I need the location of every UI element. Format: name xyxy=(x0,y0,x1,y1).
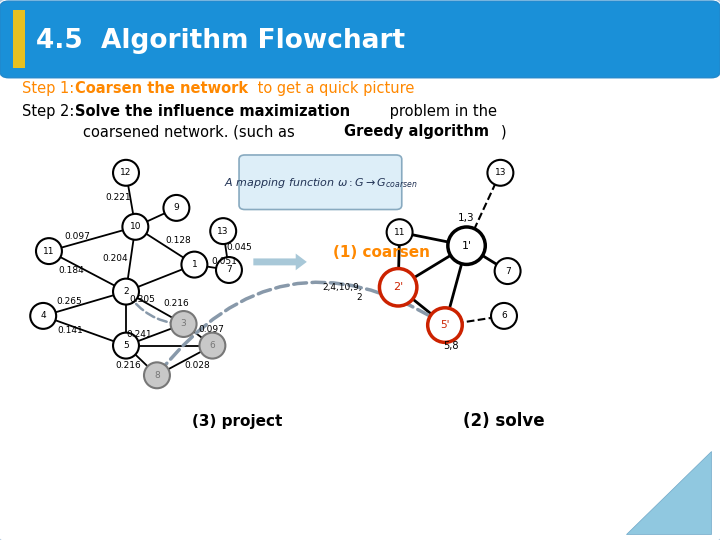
Ellipse shape xyxy=(210,218,236,244)
Ellipse shape xyxy=(113,160,139,186)
Ellipse shape xyxy=(171,311,197,337)
Ellipse shape xyxy=(199,333,225,359)
Ellipse shape xyxy=(379,268,417,306)
Text: 0.241: 0.241 xyxy=(126,330,152,339)
Text: 0.305: 0.305 xyxy=(129,295,155,304)
Text: coarsened network. (such as: coarsened network. (such as xyxy=(83,124,300,139)
Text: (2) solve: (2) solve xyxy=(463,412,545,430)
Ellipse shape xyxy=(448,227,485,265)
FancyBboxPatch shape xyxy=(0,1,720,78)
Polygon shape xyxy=(626,451,711,534)
Ellipse shape xyxy=(495,258,521,284)
Text: 7: 7 xyxy=(226,266,232,274)
Ellipse shape xyxy=(428,308,462,342)
Text: 0.045: 0.045 xyxy=(226,244,252,252)
Text: 8: 8 xyxy=(154,371,160,380)
Text: 9: 9 xyxy=(174,204,179,212)
Text: 7: 7 xyxy=(505,267,510,275)
Text: 2,4,10,9,
2: 2,4,10,9, 2 xyxy=(323,283,362,302)
Text: 0.028: 0.028 xyxy=(185,361,210,370)
Text: Step 1:: Step 1: xyxy=(22,81,78,96)
Text: 5': 5' xyxy=(440,320,450,330)
Text: 11: 11 xyxy=(394,228,405,237)
Text: problem in the: problem in the xyxy=(385,104,498,119)
Ellipse shape xyxy=(113,333,139,359)
Ellipse shape xyxy=(30,303,56,329)
Text: Step 2:: Step 2: xyxy=(22,104,78,119)
Text: 2: 2 xyxy=(123,287,129,296)
FancyArrowPatch shape xyxy=(127,294,178,326)
Text: 1,3: 1,3 xyxy=(458,213,475,222)
FancyBboxPatch shape xyxy=(13,10,25,68)
Text: 0.221: 0.221 xyxy=(105,193,130,201)
Text: 0.128: 0.128 xyxy=(165,236,191,245)
Ellipse shape xyxy=(144,362,170,388)
Text: 0.097: 0.097 xyxy=(198,325,224,334)
Text: 6: 6 xyxy=(210,341,215,350)
Text: 0.184: 0.184 xyxy=(59,266,84,275)
Ellipse shape xyxy=(181,252,207,278)
Text: 0.216: 0.216 xyxy=(163,299,189,308)
Text: to get a quick picture: to get a quick picture xyxy=(253,81,415,96)
Text: 0.051: 0.051 xyxy=(212,258,238,266)
Text: Coarsen the network: Coarsen the network xyxy=(75,81,248,96)
FancyBboxPatch shape xyxy=(0,0,720,540)
Text: 1': 1' xyxy=(462,241,472,251)
Text: 10: 10 xyxy=(130,222,141,231)
Text: 13: 13 xyxy=(217,227,229,235)
Text: 0.097: 0.097 xyxy=(65,232,91,241)
FancyArrowPatch shape xyxy=(158,282,439,373)
Text: 13: 13 xyxy=(495,168,506,177)
Text: 0.216: 0.216 xyxy=(116,361,141,370)
Text: 0.204: 0.204 xyxy=(102,254,127,262)
Text: Greedy algorithm: Greedy algorithm xyxy=(344,124,489,139)
Text: 12: 12 xyxy=(120,168,132,177)
Ellipse shape xyxy=(387,219,413,245)
Ellipse shape xyxy=(216,257,242,283)
Text: A mapping function $\omega : G \rightarrow G_{coarsen}$: A mapping function $\omega : G \rightarr… xyxy=(223,176,418,190)
Ellipse shape xyxy=(36,238,62,264)
Text: 2': 2' xyxy=(393,282,403,292)
Text: 1: 1 xyxy=(192,260,197,269)
Text: (1) coarsen: (1) coarsen xyxy=(333,245,430,260)
Text: (3) project: (3) project xyxy=(192,414,283,429)
Text: 0.141: 0.141 xyxy=(58,326,83,335)
Text: 0.265: 0.265 xyxy=(56,296,81,306)
Text: 5,8: 5,8 xyxy=(443,341,459,350)
FancyArrowPatch shape xyxy=(253,254,307,270)
Ellipse shape xyxy=(487,160,513,186)
Ellipse shape xyxy=(122,214,148,240)
Text: 4: 4 xyxy=(40,312,46,320)
Text: 3: 3 xyxy=(181,320,186,328)
Ellipse shape xyxy=(113,279,139,305)
Ellipse shape xyxy=(491,303,517,329)
FancyBboxPatch shape xyxy=(239,155,402,210)
Polygon shape xyxy=(9,6,711,534)
Ellipse shape xyxy=(163,195,189,221)
Text: 6: 6 xyxy=(501,312,507,320)
Text: 11: 11 xyxy=(43,247,55,255)
Text: 4.5  Algorithm Flowchart: 4.5 Algorithm Flowchart xyxy=(36,28,405,53)
Text: ): ) xyxy=(500,124,506,139)
Text: 5: 5 xyxy=(123,341,129,350)
Text: Solve the influence maximization: Solve the influence maximization xyxy=(75,104,350,119)
